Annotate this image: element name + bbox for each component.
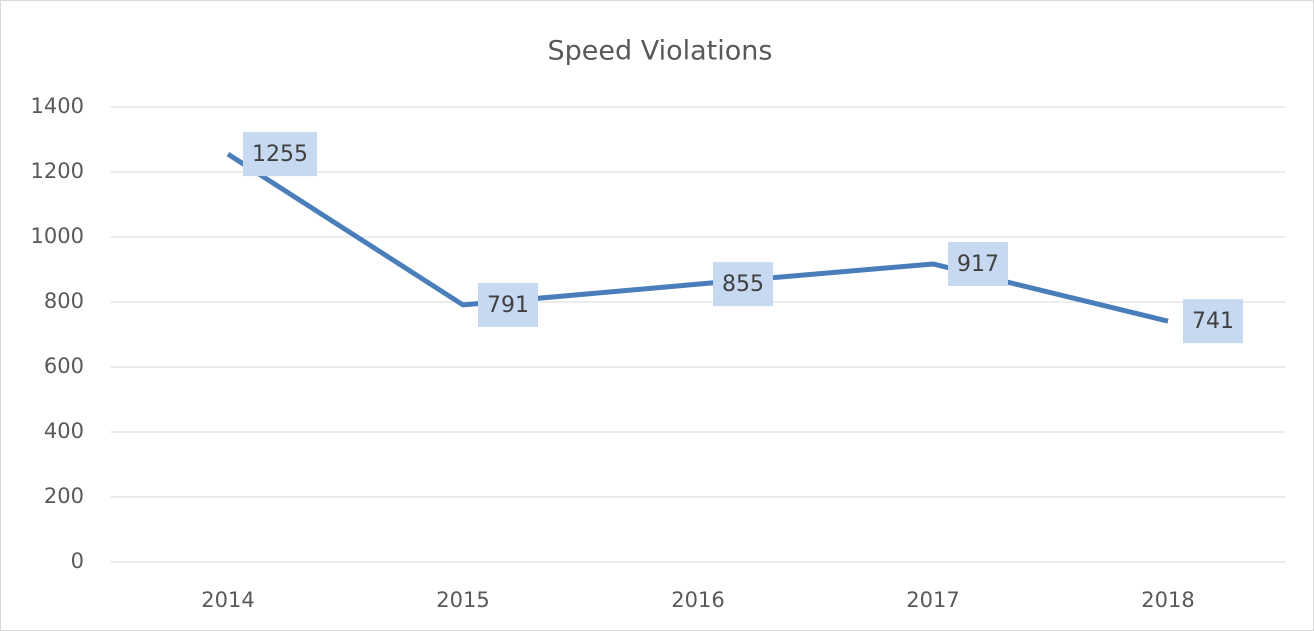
- y-tick-label: 600: [44, 354, 84, 378]
- data-label: 855: [722, 272, 764, 297]
- data-label: 1255: [252, 142, 308, 167]
- data-label-box: [1183, 299, 1243, 344]
- chart-title: Speed Violations: [548, 36, 773, 67]
- x-tick-label: 2014: [201, 588, 254, 612]
- data-label: 917: [957, 252, 999, 277]
- y-tick-label: 200: [44, 484, 84, 508]
- y-tick-label: 0: [71, 549, 84, 573]
- line-series: [226, 152, 1169, 324]
- x-tick-label: 2016: [671, 588, 724, 612]
- y-tick-label: 800: [44, 289, 84, 313]
- data-label-box: [478, 282, 538, 327]
- data-label-box: [713, 262, 773, 307]
- x-tick-label: 2018: [1141, 588, 1194, 612]
- data-label-box: [243, 132, 317, 177]
- y-tick-label: 1400: [31, 94, 84, 118]
- data-label: 791: [487, 293, 529, 318]
- x-tick-label: 2017: [906, 588, 959, 612]
- x-tick-label: 2015: [436, 588, 489, 612]
- y-tick-label: 400: [44, 419, 84, 443]
- data-label: 741: [1192, 309, 1234, 334]
- y-tick-label: 1200: [31, 159, 84, 183]
- y-tick-label: 1000: [31, 224, 84, 248]
- data-label-box: [948, 241, 1008, 286]
